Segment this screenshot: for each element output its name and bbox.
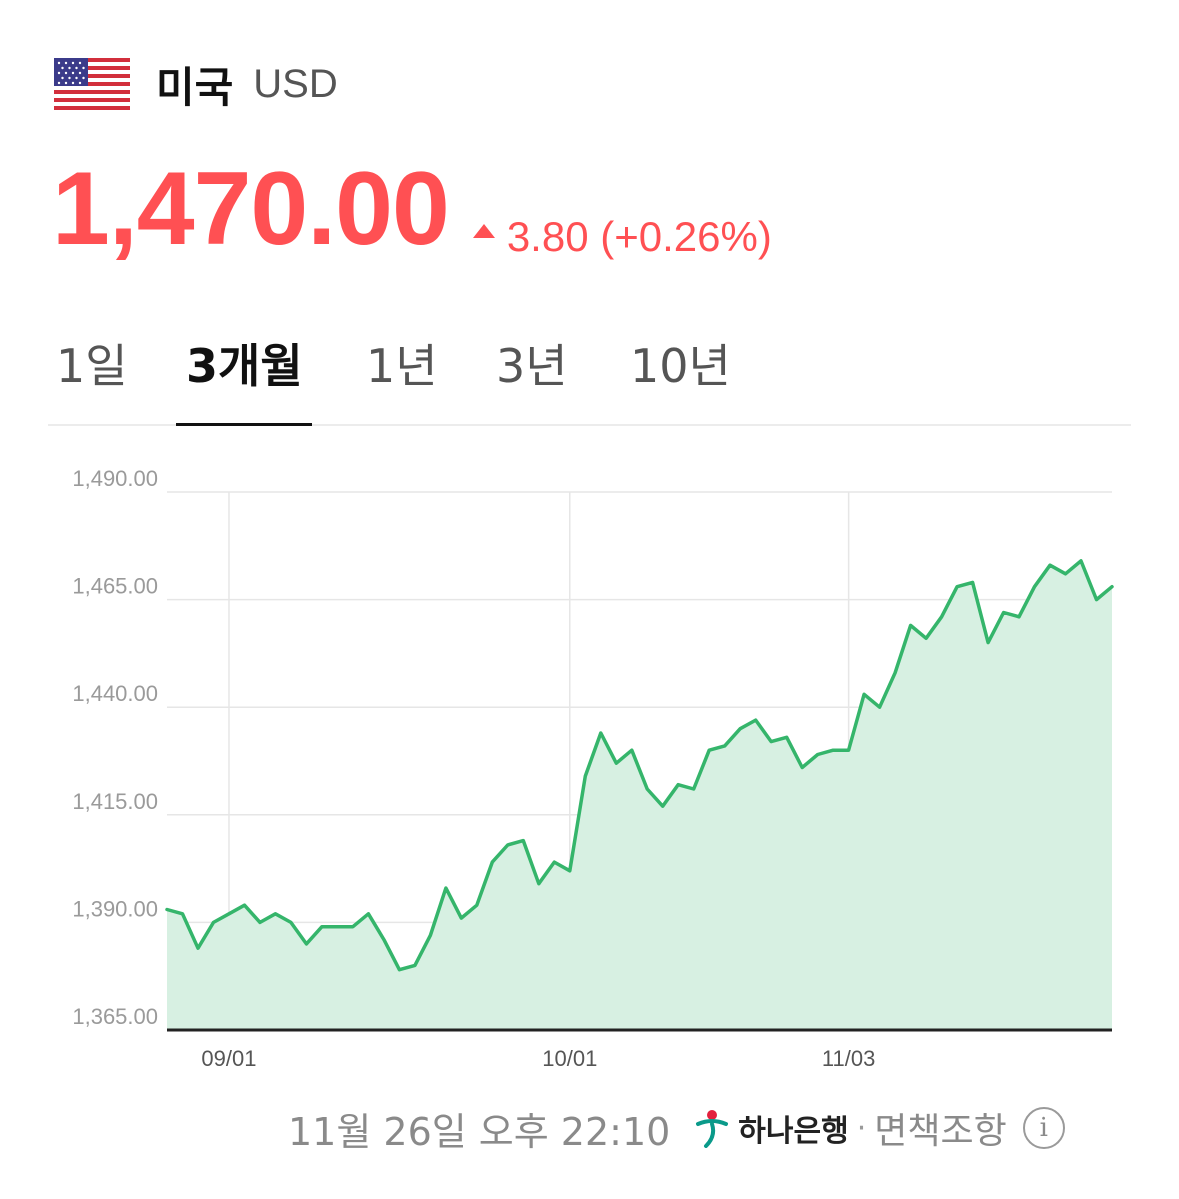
- x-tick-label: 10/01: [542, 1046, 597, 1071]
- y-tick-label: 1,390.00: [72, 896, 158, 921]
- tab-10-years[interactable]: 10년: [630, 339, 731, 393]
- y-tick-label: 1,465.00: [72, 574, 158, 599]
- active-tab-indicator: [176, 423, 312, 426]
- price-change-value: 3.80 (+0.26%): [506, 213, 772, 260]
- y-tick-label: 1,440.00: [72, 681, 158, 706]
- x-tick-label: 09/01: [201, 1046, 256, 1071]
- tab-1-day[interactable]: 1일: [56, 339, 128, 393]
- price-change: 3.80 (+0.26%): [472, 213, 772, 261]
- area-fill: [167, 560, 1112, 1030]
- info-icon[interactable]: i: [1022, 1107, 1065, 1149]
- x-tick-label: 11/03: [822, 1046, 875, 1071]
- current-price: 1,470.00: [52, 151, 450, 267]
- footer: 11월 26일 오후 22:10 하나은행 · 면책조항 i: [288, 1100, 1065, 1156]
- country-name: 미국: [156, 62, 234, 112]
- quote-row: 1,470.00 3.80 (+0.26%): [52, 150, 772, 269]
- timestamp: 11월 26일 오후 22:10: [288, 1109, 671, 1154]
- y-tick-label: 1,365.00: [72, 1004, 158, 1029]
- separator-dot: ·: [856, 1110, 867, 1146]
- us-flag-icon: [54, 58, 130, 110]
- currency-header: 미국 USD: [54, 52, 338, 116]
- bank-name: 하나은행: [738, 1114, 849, 1149]
- currency-code: USD: [253, 61, 338, 106]
- hana-bank-logo-icon: [696, 1110, 729, 1148]
- series-line: [165, 559, 1114, 972]
- disclaimer-link[interactable]: 면책조항: [874, 1111, 1007, 1152]
- y-tick-label: 1,415.00: [72, 789, 158, 814]
- tab-3-years[interactable]: 3년: [496, 339, 568, 393]
- tab-3-months[interactable]: 3개월: [186, 339, 303, 393]
- y-tick-label: 1,490.00: [72, 466, 158, 491]
- up-triangle-icon: [472, 224, 495, 238]
- exchange-rate-chart[interactable]: 1,490.00 1,465.00 1,440.00 1,415.00 1,390.00…: [0, 440, 1179, 1080]
- period-tabs: 1일 3개월 1년 3년 10년: [48, 318, 1131, 426]
- bank-source: 하나은행: [694, 1106, 849, 1150]
- tab-1-year[interactable]: 1년: [366, 339, 438, 393]
